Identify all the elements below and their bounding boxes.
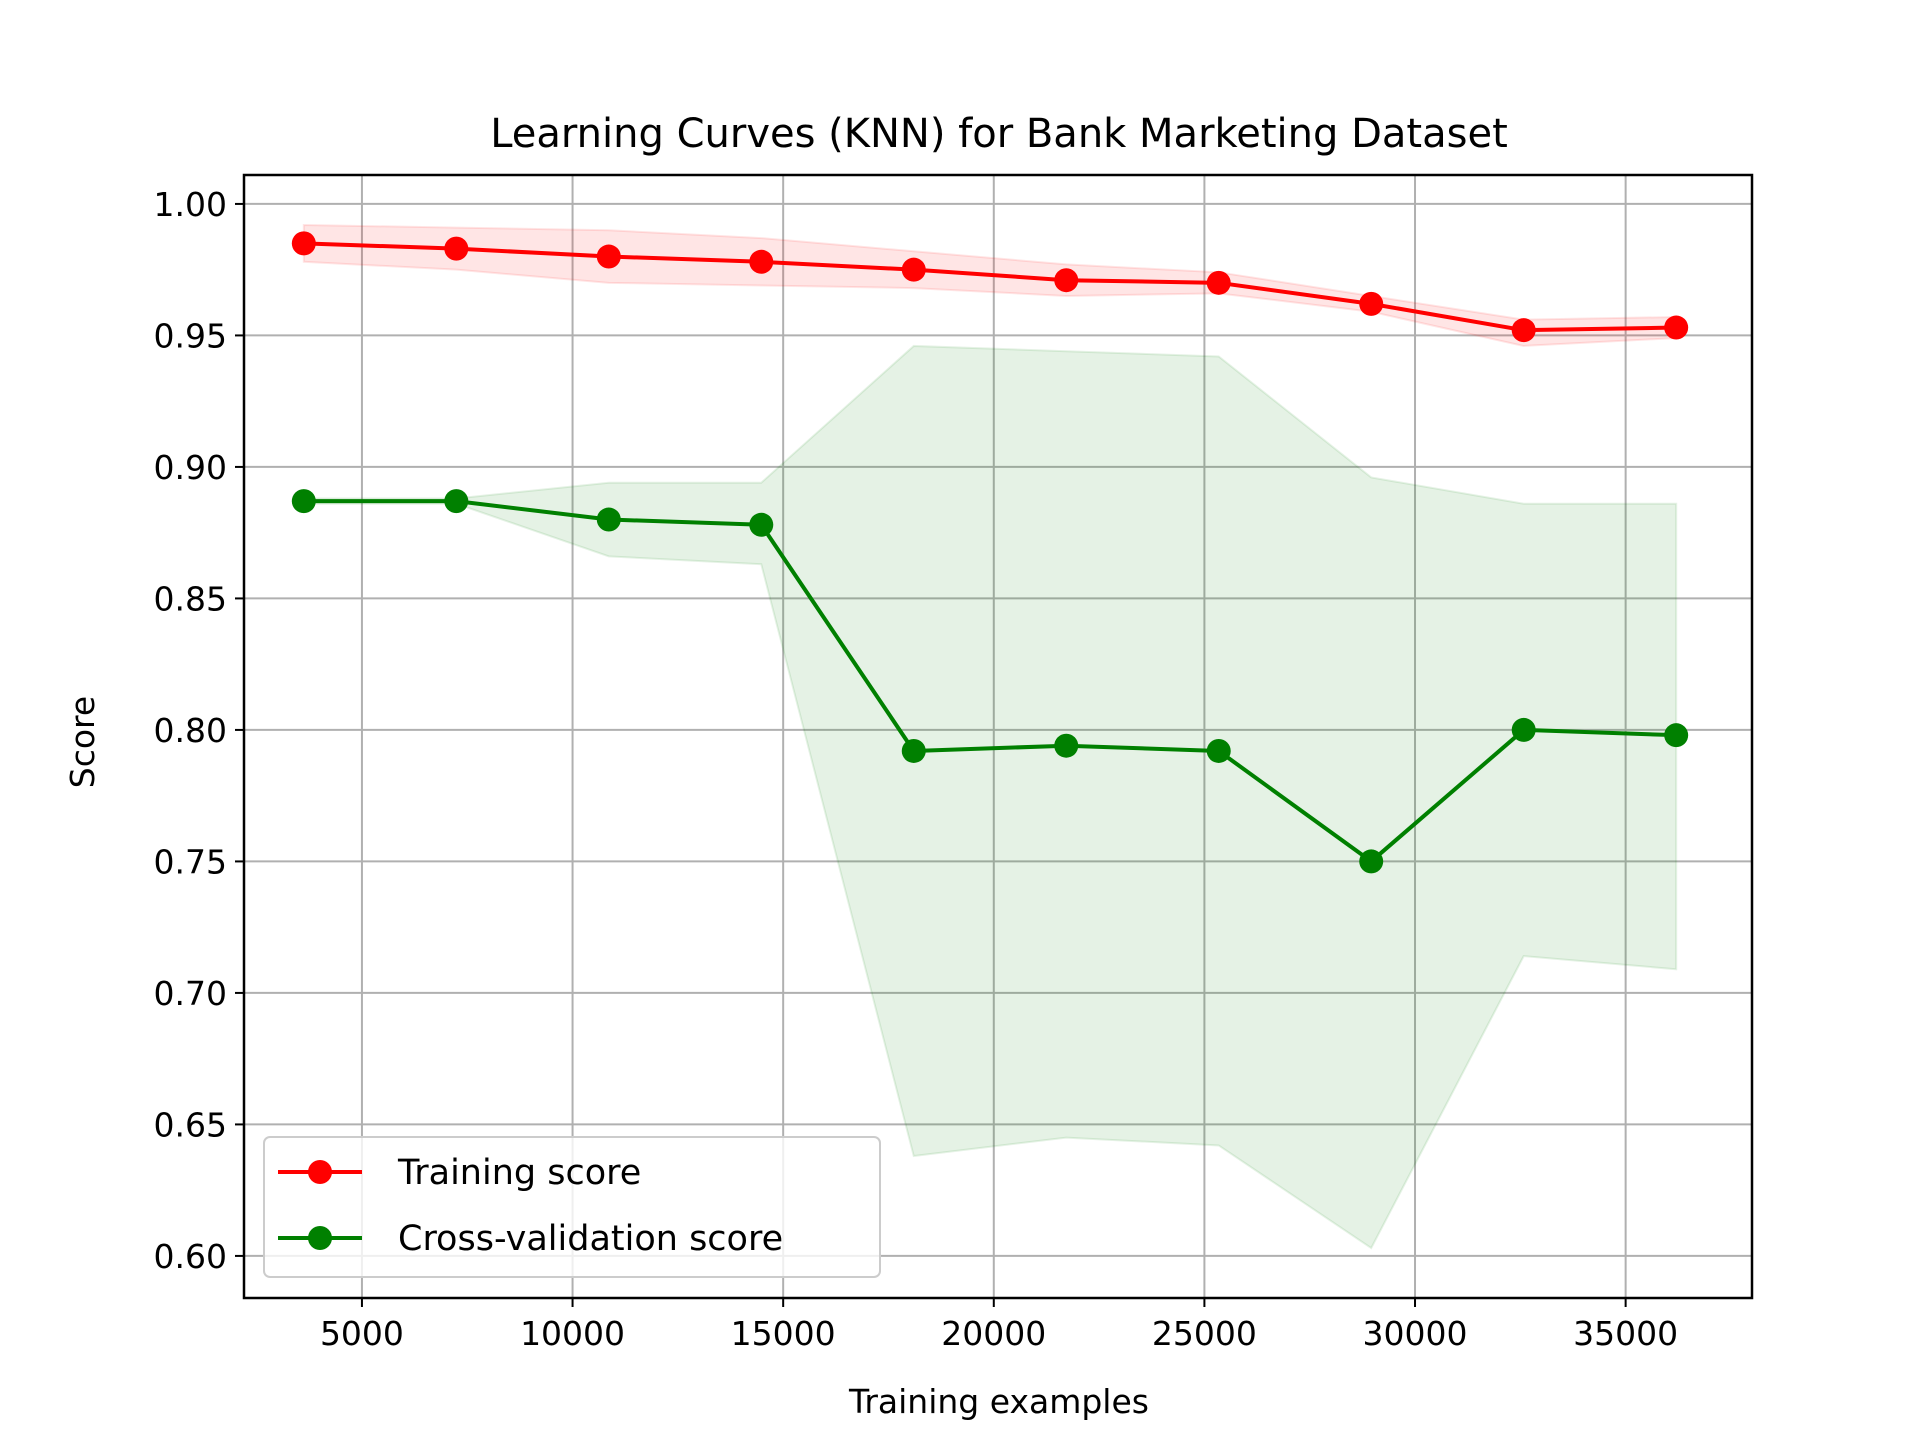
y-axis-label: Score <box>63 696 102 788</box>
point-series-1-5 <box>1054 733 1079 758</box>
legend-training-marker <box>308 1160 332 1184</box>
y-tick-label-6: 0.90 <box>154 448 227 487</box>
y-tick-label-7: 0.95 <box>154 316 227 355</box>
chart-title: Learning Curves (KNN) for Bank Marketing… <box>490 111 1508 157</box>
point-series-0-2 <box>596 244 621 269</box>
point-series-0-9 <box>1664 315 1689 340</box>
y-tick-label-2: 0.70 <box>154 974 227 1013</box>
y-tick-label-8: 1.00 <box>154 185 227 224</box>
point-series-0-1 <box>444 236 469 261</box>
x-tick-label-3: 20000 <box>941 1314 1046 1353</box>
line-series-0 <box>303 241 1677 333</box>
plot-area: 5000 10000 15000 20000 25000 30000 35000 0.60 0.… <box>154 173 1754 1353</box>
line-series-1 <box>303 499 1677 864</box>
point-series-1-3 <box>749 512 774 537</box>
y-tick-label-5: 0.85 <box>154 579 227 618</box>
point-series-0-5 <box>1054 268 1079 293</box>
x-tick-label-5: 30000 <box>1363 1314 1468 1353</box>
point-series-0-6 <box>1206 270 1231 295</box>
point-series-0-4 <box>901 257 926 282</box>
x-tick-label-0: 5000 <box>320 1314 404 1353</box>
point-series-1-1 <box>444 489 469 514</box>
legend: Training score Cross-validation score <box>263 1136 881 1278</box>
x-tick-label-1: 10000 <box>520 1314 625 1353</box>
y-tick-label-3: 0.75 <box>154 842 227 881</box>
point-series-1-0 <box>291 489 316 514</box>
band-series-1 <box>302 344 1678 1250</box>
point-series-0-7 <box>1359 291 1384 316</box>
point-series-1-6 <box>1206 738 1231 763</box>
legend-training-label: Training score <box>397 1153 641 1193</box>
point-series-0-8 <box>1511 318 1536 343</box>
point-series-0-0 <box>291 231 316 256</box>
point-series-1-7 <box>1359 849 1384 874</box>
x-tick-label-2: 15000 <box>731 1314 836 1353</box>
x-tick-label-4: 25000 <box>1152 1314 1257 1353</box>
point-series-1-8 <box>1511 717 1536 742</box>
point-series-1-2 <box>596 507 621 532</box>
y-tick-label-0: 0.60 <box>154 1237 227 1276</box>
point-series-1-9 <box>1664 723 1689 748</box>
legend-cv-marker <box>308 1226 332 1250</box>
y-tick-label-1: 0.65 <box>154 1105 227 1144</box>
axes-frame <box>242 173 1754 1300</box>
x-axis-label: Training examples <box>848 1382 1149 1421</box>
point-series-1-4 <box>901 738 926 763</box>
x-tick-label-6: 35000 <box>1573 1314 1678 1353</box>
point-series-0-3 <box>749 249 774 274</box>
y-tick-label-4: 0.80 <box>154 711 227 750</box>
legend-box <box>263 1136 881 1278</box>
legend-cv-label: Cross-validation score <box>398 1219 783 1259</box>
